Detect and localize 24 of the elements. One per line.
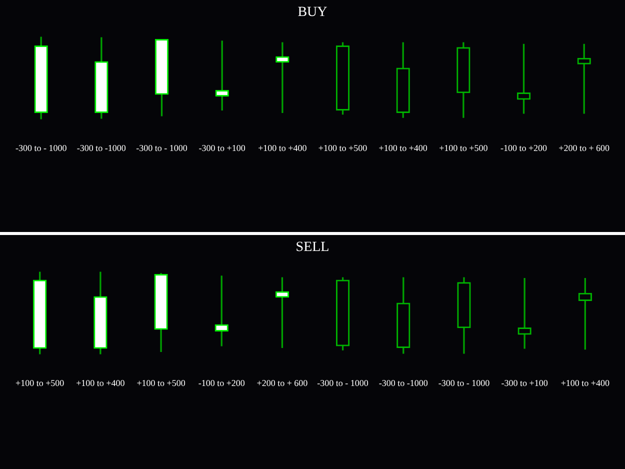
x-tick-label: -300 to -1000 — [76, 142, 126, 153]
x-tick-label: -300 to +100 — [198, 142, 246, 153]
x-tick-label: -300 to - 1000 — [136, 142, 188, 153]
x-tick-label: +200 to + 600 — [256, 378, 308, 388]
x-tick-label: -300 to - 1000 — [438, 378, 490, 388]
x-tick-label: -300 to - 1000 — [317, 378, 369, 388]
x-tick-label: +100 to +400 — [560, 378, 610, 388]
x-tick-label: +200 to + 600 — [558, 142, 610, 153]
x-tick-label: +100 to +500 — [16, 378, 65, 388]
x-tick-label: -300 to -1000 — [378, 378, 428, 388]
x-tick-label: +100 to +400 — [76, 378, 126, 388]
candlestick — [276, 42, 290, 113]
candlestick — [518, 278, 532, 349]
x-tick-label: +100 to +400 — [258, 142, 308, 153]
x-tick-label: -100 to +200 — [198, 378, 246, 388]
x-tick-label: +100 to +400 — [378, 142, 428, 153]
chart-title: SELL — [296, 240, 330, 256]
x-tick-label: -100 to +200 — [500, 142, 548, 153]
x-tick-label: -300 to - 1000 — [15, 142, 68, 153]
x-tick-label: +100 to +500 — [318, 142, 368, 153]
x-tick-label: +100 to +500 — [439, 142, 488, 153]
x-tick-label: -300 to +100 — [501, 378, 548, 388]
chart-title: BUY — [298, 5, 328, 20]
x-tick-label: +100 to +500 — [136, 378, 186, 388]
